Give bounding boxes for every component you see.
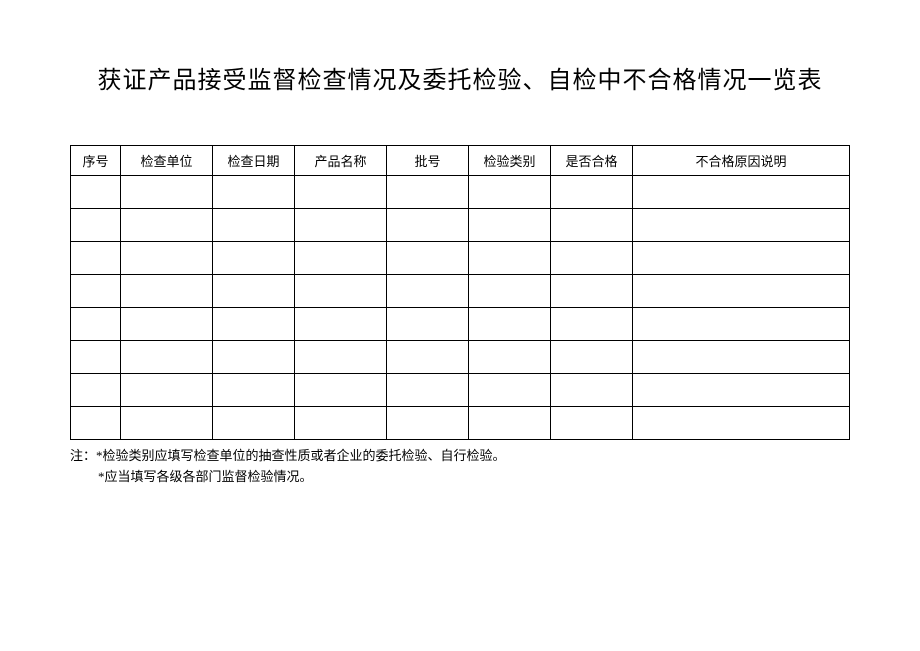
inspection-table: 序号 检查单位 检查日期 产品名称 批号 检验类别 是否合格 不合格原因说明 bbox=[70, 145, 850, 440]
col-header-date: 检查日期 bbox=[213, 146, 295, 176]
table-body bbox=[71, 176, 850, 440]
notes-section: 注：*检验类别应填写检查单位的抽查性质或者企业的委托检验、自行检验。 *应当填写… bbox=[70, 446, 850, 488]
table-row bbox=[71, 176, 850, 209]
page-title: 获证产品接受监督检查情况及委托检验、自检中不合格情况一览表 bbox=[70, 60, 850, 95]
table-row bbox=[71, 407, 850, 440]
col-header-unit: 检查单位 bbox=[121, 146, 213, 176]
table-row bbox=[71, 209, 850, 242]
col-header-reason: 不合格原因说明 bbox=[633, 146, 850, 176]
col-header-batch: 批号 bbox=[387, 146, 469, 176]
table-row bbox=[71, 275, 850, 308]
col-header-product: 产品名称 bbox=[295, 146, 387, 176]
note-line-1: 注：*检验类别应填写检查单位的抽查性质或者企业的委托检验、自行检验。 bbox=[70, 446, 850, 467]
col-header-index: 序号 bbox=[71, 146, 121, 176]
table-row bbox=[71, 341, 850, 374]
table-header-row: 序号 检查单位 检查日期 产品名称 批号 检验类别 是否合格 不合格原因说明 bbox=[71, 146, 850, 176]
table-row bbox=[71, 374, 850, 407]
table-row bbox=[71, 308, 850, 341]
note-line-2: *应当填写各级各部门监督检验情况。 bbox=[70, 467, 850, 488]
table-row bbox=[71, 242, 850, 275]
col-header-qualified: 是否合格 bbox=[551, 146, 633, 176]
col-header-type: 检验类别 bbox=[469, 146, 551, 176]
